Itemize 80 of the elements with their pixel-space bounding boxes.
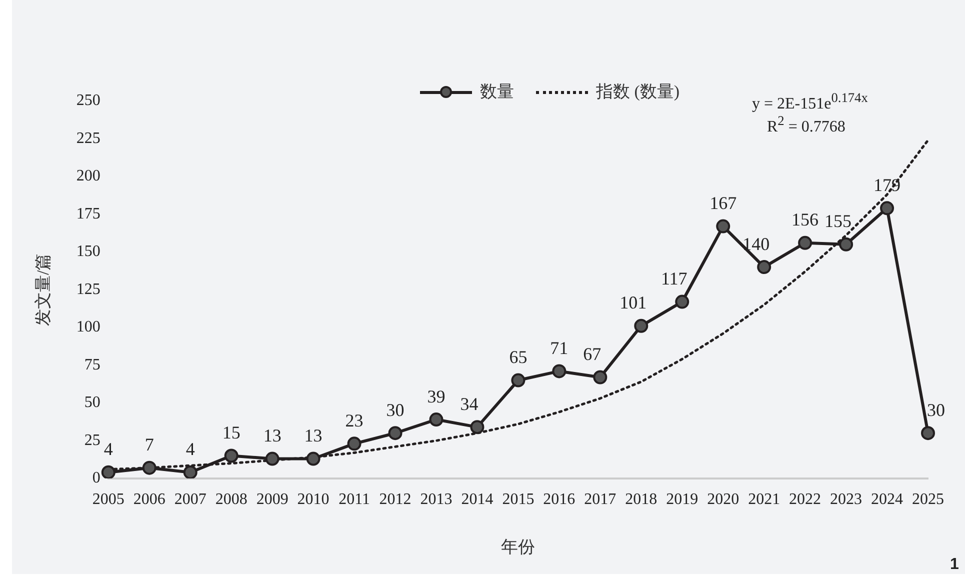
point xyxy=(511,373,526,388)
data-label: 23 xyxy=(345,410,364,430)
point xyxy=(839,237,854,252)
y-tick-label: 200 xyxy=(76,168,100,185)
point xyxy=(593,370,608,384)
point xyxy=(675,294,690,309)
point xyxy=(634,318,648,333)
x-tick-label: 2010 xyxy=(297,491,330,508)
x-tick-label: 2011 xyxy=(338,491,370,508)
x-tick-label: 2025 xyxy=(912,491,944,508)
x-axis-title: 年份 xyxy=(501,537,536,556)
y-tick-label: 25 xyxy=(84,432,100,449)
y-tick-label: 100 xyxy=(76,318,100,336)
data-label: 140 xyxy=(742,234,770,254)
point xyxy=(347,436,362,451)
x-tick-label: 2021 xyxy=(748,491,780,508)
y-axis-title: 发文量/篇 xyxy=(34,253,53,326)
point xyxy=(224,448,238,463)
data-label: 156 xyxy=(792,210,819,230)
data-label: 167 xyxy=(710,193,737,214)
point xyxy=(101,465,116,478)
legend-label: 数量 xyxy=(480,81,514,103)
data-label: 71 xyxy=(550,338,568,358)
data-label: 34 xyxy=(460,394,478,414)
data-label: 4 xyxy=(186,439,195,460)
data-label: 30 xyxy=(927,400,945,420)
data-label: 65 xyxy=(509,347,528,368)
data-label: 13 xyxy=(263,426,282,446)
data-label: 30 xyxy=(386,400,404,420)
data-label: 4 xyxy=(104,439,113,460)
x-tick-label: 2005 xyxy=(92,491,124,508)
data-label: 117 xyxy=(660,268,688,289)
data-label: 7 xyxy=(144,434,154,455)
point xyxy=(429,412,444,427)
point xyxy=(757,260,772,274)
point xyxy=(142,460,156,475)
y-tick-label: 125 xyxy=(76,280,100,298)
data-label: 39 xyxy=(427,386,446,406)
x-tick-label: 2018 xyxy=(625,491,658,508)
annotation: y = 2E-151e$^{0.174x}$ xyxy=(752,90,868,114)
x-tick-label: 2024 xyxy=(871,491,904,508)
point xyxy=(470,420,484,434)
y-tick-label: 50 xyxy=(84,394,100,412)
y-tick-label: 0 xyxy=(92,470,100,487)
data-label: 155 xyxy=(824,211,852,232)
x-tick-label: 2006 xyxy=(133,491,166,508)
x-tick-label: 2013 xyxy=(420,491,452,508)
data-label: 101 xyxy=(620,292,647,313)
x-tick-label: 2007 xyxy=(174,491,206,508)
data-label: 67 xyxy=(583,344,602,364)
point xyxy=(798,236,812,250)
point xyxy=(880,201,894,216)
x-tick-label: 2020 xyxy=(707,491,740,508)
data-label: 15 xyxy=(222,422,240,442)
x-tick-label: 2009 xyxy=(256,491,288,508)
x-tick-label: 2017 xyxy=(584,491,616,508)
x-tick-label: 2019 xyxy=(666,491,698,508)
y-tick-label: 75 xyxy=(84,356,100,374)
point xyxy=(388,426,402,440)
y-tick-label: 175 xyxy=(76,205,100,222)
x-tick-label: 2008 xyxy=(215,491,248,508)
point xyxy=(552,364,566,378)
y-tick-label: 150 xyxy=(76,243,100,260)
y-tick-label: 225 xyxy=(76,130,100,147)
x-tick-label: 2022 xyxy=(789,491,822,508)
annotation: R$^{2}$ = 0.7768 xyxy=(767,113,846,136)
x-tick-label: 2015 xyxy=(502,491,534,508)
point xyxy=(921,426,935,440)
point xyxy=(265,452,280,466)
point xyxy=(306,452,320,466)
data-label: 13 xyxy=(304,426,322,446)
text: 1 xyxy=(950,556,959,574)
point xyxy=(183,465,198,478)
x-tick-label: 2023 xyxy=(830,491,862,508)
y-tick-label: 250 xyxy=(76,92,100,110)
x-tick-label: 2014 xyxy=(461,491,494,508)
legend-label: 指数 (数量) xyxy=(596,81,680,103)
x-tick-label: 2016 xyxy=(543,491,576,508)
x-tick-label: 2012 xyxy=(379,491,412,508)
point xyxy=(716,219,730,234)
